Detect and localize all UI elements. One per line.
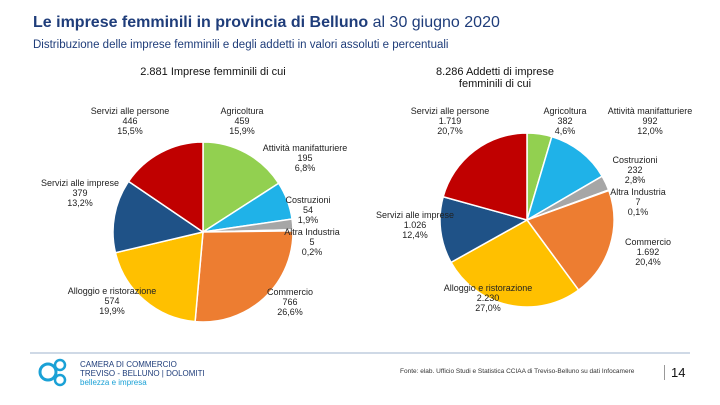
value-label: 15,9% bbox=[229, 126, 255, 136]
slice-label: Servizi alle persone 446 15,5% bbox=[82, 106, 178, 136]
value-label: 12,4% bbox=[402, 230, 428, 240]
category-label: Altra Industria bbox=[610, 187, 666, 197]
value-label: 0,2% bbox=[301, 247, 323, 257]
pie-slice bbox=[525, 135, 604, 222]
count-label: 446 bbox=[122, 116, 138, 126]
count-label: 7 bbox=[635, 197, 641, 207]
category-label: Costruzioni bbox=[612, 155, 658, 165]
category-label: Altra Industria bbox=[284, 227, 340, 237]
category-label: Agricoltura bbox=[543, 106, 587, 116]
value-label: 15,5% bbox=[117, 126, 143, 136]
slice-label: Commercio 766 26,6% bbox=[242, 287, 338, 317]
category-label: Attività manifatturiere bbox=[607, 106, 693, 116]
chart-title: 8.286 Addetti di imprese femminili di cu… bbox=[435, 66, 555, 90]
subtitle: Distribuzione delle imprese femminili e … bbox=[33, 39, 449, 51]
slice-label: Attività manifatturiere 992 12,0% bbox=[602, 106, 698, 136]
slice-label: Costruzioni 232 2,8% bbox=[587, 155, 683, 185]
value-label: 13,2% bbox=[67, 198, 93, 208]
count-label: 574 bbox=[104, 296, 120, 306]
count-label: 992 bbox=[642, 116, 658, 126]
value-label: 1,9% bbox=[297, 215, 319, 225]
category-label: Alloggio e ristorazione bbox=[443, 283, 533, 293]
count-label: 382 bbox=[557, 116, 573, 126]
logo-line: TREVISO - BELLUNO | DOLOMITI bbox=[80, 369, 205, 378]
page-number: 14 bbox=[664, 365, 685, 380]
slice-label: Altra Industria 7 0,1% bbox=[590, 187, 686, 217]
pie-slice bbox=[450, 219, 580, 308]
value-label: 26,6% bbox=[277, 307, 303, 317]
pie-slice bbox=[127, 141, 204, 234]
category-label: Costruzioni bbox=[285, 195, 331, 205]
category-label: Commercio bbox=[624, 237, 671, 247]
count-label: 1.719 bbox=[438, 116, 462, 126]
value-label: 27,0% bbox=[475, 303, 501, 313]
logo-text: CAMERA DI COMMERCIO TREVISO - BELLUNO | … bbox=[80, 360, 205, 387]
count-label: 1.692 bbox=[636, 247, 660, 257]
slice-label: Servizi alle imprese 379 13,2% bbox=[32, 178, 128, 208]
count-label: 5 bbox=[309, 237, 315, 247]
title-date: al 30 giugno 2020 bbox=[372, 14, 500, 31]
slice-label: Alloggio e ristorazione 2.230 27,0% bbox=[440, 283, 536, 313]
category-label: Servizi alle persone bbox=[90, 106, 170, 116]
value-label: 19,9% bbox=[99, 306, 125, 316]
slice-label: Servizi alle imprese 1.026 12,4% bbox=[367, 210, 463, 240]
count-label: 232 bbox=[627, 165, 643, 175]
value-label: 12,0% bbox=[637, 126, 663, 136]
count-label: 2.230 bbox=[476, 293, 500, 303]
category-label: Alloggio e ristorazione bbox=[67, 286, 157, 296]
category-label: Agricoltura bbox=[220, 106, 264, 116]
title-main: Le imprese femminili in provincia di Bel… bbox=[33, 14, 369, 31]
title: Le imprese femminili in provincia di Bel… bbox=[33, 14, 500, 32]
slice-label: Servizi alle persone 1.719 20,7% bbox=[402, 106, 498, 136]
category-label: Servizi alle imprese bbox=[375, 210, 455, 220]
count-label: 54 bbox=[302, 205, 313, 215]
pie-slice bbox=[202, 141, 280, 234]
category-label: Commercio bbox=[266, 287, 313, 297]
logo-line: CAMERA DI COMMERCIO bbox=[80, 360, 177, 369]
value-label: 6,8% bbox=[294, 163, 316, 173]
count-label: 379 bbox=[72, 188, 88, 198]
count-label: 459 bbox=[234, 116, 250, 126]
value-label: 2,8% bbox=[624, 175, 646, 185]
pie-slice bbox=[439, 195, 529, 264]
slice-label: Commercio 1.692 20,4% bbox=[600, 237, 696, 267]
slice-label: Attività manifatturiere 195 6,8% bbox=[257, 143, 353, 173]
pie-slice bbox=[114, 231, 204, 323]
value-label: 20,7% bbox=[437, 126, 463, 136]
source: Fonte: elab. Ufficio Studi e Statistica … bbox=[400, 368, 635, 375]
count-label: 195 bbox=[297, 153, 313, 163]
value-label: 4,6% bbox=[554, 126, 576, 136]
slice-label: Agricoltura 459 15,9% bbox=[194, 106, 290, 136]
category-label: Attività manifatturiere bbox=[262, 143, 348, 153]
slice-label: Alloggio e ristorazione 574 19,9% bbox=[64, 286, 160, 316]
count-label: 1.026 bbox=[403, 220, 427, 230]
chart-title: 2.881 Imprese femminili di cui bbox=[140, 66, 286, 78]
pie-slice bbox=[112, 180, 205, 254]
count-label: 766 bbox=[282, 297, 298, 307]
category-label: Servizi alle imprese bbox=[40, 178, 120, 188]
value-label: 20,4% bbox=[635, 257, 661, 267]
slice-label: Agricoltura 382 4,6% bbox=[517, 106, 613, 136]
logo-line: bellezza e impresa bbox=[80, 378, 147, 387]
pie-slice bbox=[442, 132, 528, 221]
category-label: Servizi alle persone bbox=[410, 106, 490, 116]
pie-slice bbox=[194, 230, 294, 323]
slice-label: Costruzioni 54 1,9% bbox=[260, 195, 356, 225]
value-label: 0,1% bbox=[627, 207, 649, 217]
pie-slice bbox=[525, 189, 615, 292]
slice-label: Altra Industria 5 0,2% bbox=[264, 227, 360, 257]
logo-icon bbox=[38, 358, 67, 387]
